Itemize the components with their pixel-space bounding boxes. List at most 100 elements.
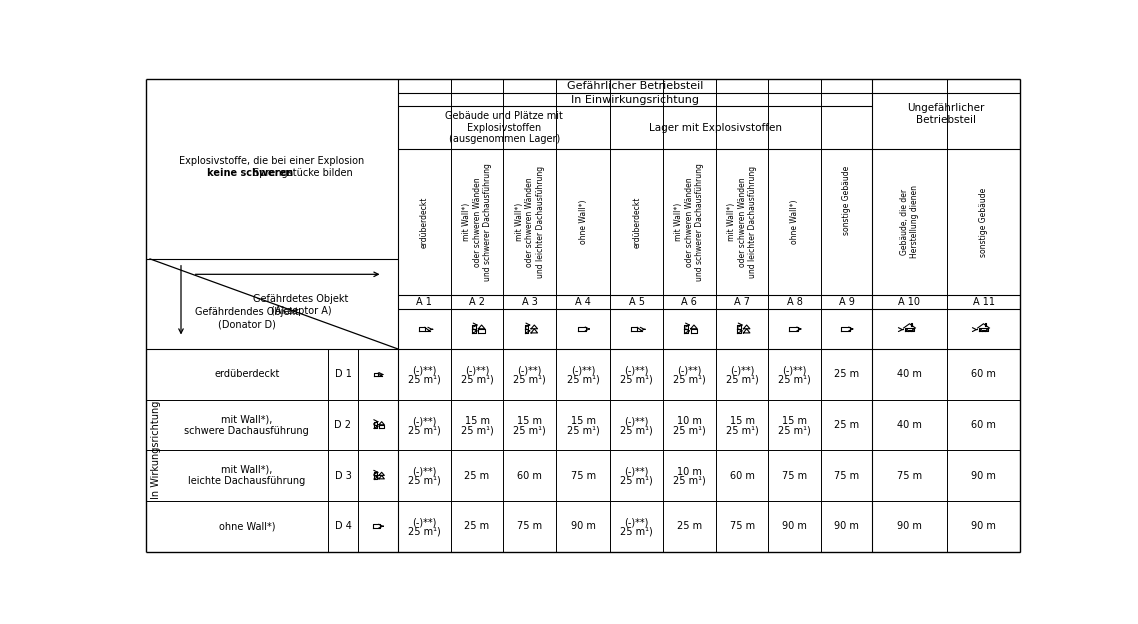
Text: Gebäude, die der
Herstellung dienen: Gebäude, die der Herstellung dienen	[900, 185, 920, 258]
Text: 25 m¹): 25 m¹)	[409, 374, 440, 385]
Text: 60 m: 60 m	[971, 369, 996, 379]
Text: mit Wall*)
oder schweren Wänden
und schwerer Dachausführung: mit Wall*) oder schweren Wänden und schw…	[462, 163, 492, 281]
Text: D 1: D 1	[335, 369, 352, 379]
Text: A 6: A 6	[682, 297, 698, 307]
Text: erdüberdeckt: erdüberdeckt	[633, 197, 641, 248]
Text: 25 m¹): 25 m¹)	[567, 374, 600, 385]
Text: 90 m: 90 m	[782, 521, 807, 531]
Text: 75 m: 75 m	[897, 470, 922, 480]
Text: mit Wall*)
oder schweren Wänden
und leichter Dachausführung: mit Wall*) oder schweren Wänden und leic…	[727, 166, 757, 278]
Text: 90 m: 90 m	[971, 521, 996, 531]
Text: 40 m: 40 m	[897, 420, 922, 430]
Text: (-)**): (-)**)	[783, 366, 807, 376]
Text: 25 m: 25 m	[464, 470, 489, 480]
Text: 10 m: 10 m	[677, 416, 702, 426]
Text: (-)**): (-)**)	[677, 366, 702, 376]
Text: A 11: A 11	[973, 297, 995, 307]
Text: 25 m¹): 25 m¹)	[778, 374, 811, 385]
Text: 60 m: 60 m	[518, 470, 542, 480]
Text: 25 m¹): 25 m¹)	[409, 476, 440, 486]
Text: 90 m: 90 m	[571, 521, 595, 531]
Text: 25 m¹): 25 m¹)	[726, 374, 758, 385]
Text: Gebäude und Plätze mit
Explosivstoffen
(ausgenommen Lager): Gebäude und Plätze mit Explosivstoffen (…	[445, 111, 563, 144]
Text: 40 m: 40 m	[897, 369, 922, 379]
Text: A 7: A 7	[734, 297, 750, 307]
Text: 25 m¹): 25 m¹)	[513, 374, 546, 385]
Text: 75 m: 75 m	[570, 470, 596, 480]
Text: (-)**): (-)**)	[412, 366, 437, 376]
Text: In Wirkungsrichtung: In Wirkungsrichtung	[151, 401, 162, 499]
Text: Lager mit Explosivstoffen: Lager mit Explosivstoffen	[650, 123, 782, 133]
Text: 25 m¹): 25 m¹)	[620, 476, 653, 486]
Text: 75 m: 75 m	[782, 470, 807, 480]
Text: 75 m: 75 m	[729, 521, 754, 531]
Text: 25 m¹): 25 m¹)	[726, 426, 758, 436]
Text: erdüberdeckt: erdüberdeckt	[214, 369, 280, 379]
Text: 25 m¹): 25 m¹)	[673, 426, 706, 436]
Text: mit Wall*)
oder schweren Wänden
und leichter Dachausführung: mit Wall*) oder schweren Wänden und leic…	[514, 166, 545, 278]
Text: Sprengstücke bilden: Sprengstücke bilden	[250, 168, 353, 178]
Text: D 4: D 4	[335, 521, 352, 531]
Text: (-)**): (-)**)	[412, 467, 437, 477]
Text: 25 m¹): 25 m¹)	[778, 426, 811, 436]
Text: (-)**): (-)**)	[571, 366, 595, 376]
Text: keine schweren: keine schweren	[207, 168, 294, 178]
Text: 90 m: 90 m	[834, 521, 859, 531]
Text: 90 m: 90 m	[897, 521, 922, 531]
Text: (-)**): (-)**)	[729, 366, 754, 376]
Text: 15 m: 15 m	[729, 416, 754, 426]
Text: (-)**): (-)**)	[412, 416, 437, 426]
Text: In Einwirkungsrichtung: In Einwirkungsrichtung	[571, 94, 699, 104]
Text: erdüberdeckt: erdüberdeckt	[420, 197, 429, 248]
Text: 25 m: 25 m	[834, 369, 859, 379]
Text: 25 m¹): 25 m¹)	[513, 426, 546, 436]
Text: (-)**): (-)**)	[412, 517, 437, 527]
Text: 25 m: 25 m	[464, 521, 489, 531]
Text: A 2: A 2	[469, 297, 485, 307]
Text: 25 m¹): 25 m¹)	[461, 426, 494, 436]
Text: A 8: A 8	[786, 297, 802, 307]
Text: ohne Wall*): ohne Wall*)	[218, 521, 275, 531]
Text: 25 m: 25 m	[834, 420, 859, 430]
Text: 15 m: 15 m	[518, 416, 542, 426]
Text: sonstige Gebäude: sonstige Gebäude	[842, 166, 851, 235]
Text: A 1: A 1	[417, 297, 432, 307]
Text: 25 m¹): 25 m¹)	[620, 374, 653, 385]
Text: 25 m¹): 25 m¹)	[620, 527, 653, 537]
Text: 25 m¹): 25 m¹)	[673, 374, 706, 385]
Text: mit Wall*),
leichte Dachausführung: mit Wall*), leichte Dachausführung	[188, 465, 305, 486]
Text: 15 m: 15 m	[571, 416, 595, 426]
Text: A 9: A 9	[839, 297, 855, 307]
Text: 25 m¹): 25 m¹)	[673, 476, 706, 486]
Text: 75 m: 75 m	[517, 521, 543, 531]
Text: Ungefährlicher
Betriebsteil: Ungefährlicher Betriebsteil	[908, 103, 986, 125]
Text: 75 m: 75 m	[834, 470, 859, 480]
Text: A 4: A 4	[576, 297, 591, 307]
Text: ohne Wall*): ohne Wall*)	[790, 200, 799, 244]
Text: mit Wall*)
oder schweren Wänden
und schwerer Dachausführung: mit Wall*) oder schweren Wänden und schw…	[675, 163, 704, 281]
Text: Gefährlicher Betriebsteil: Gefährlicher Betriebsteil	[567, 80, 703, 90]
Text: D 3: D 3	[335, 470, 352, 480]
Text: 25 m¹): 25 m¹)	[409, 527, 440, 537]
Text: 25 m¹): 25 m¹)	[461, 374, 494, 385]
Text: sonstige Gebäude: sonstige Gebäude	[979, 187, 988, 256]
Text: D 2: D 2	[335, 420, 352, 430]
Text: 60 m: 60 m	[729, 470, 754, 480]
Text: A 3: A 3	[522, 297, 537, 307]
Text: 25 m¹): 25 m¹)	[409, 426, 440, 436]
Text: mit Wall*),
schwere Dachausführung: mit Wall*), schwere Dachausführung	[184, 414, 310, 436]
Text: ohne Wall*): ohne Wall*)	[579, 200, 587, 244]
Text: (-)**): (-)**)	[625, 366, 649, 376]
Text: 90 m: 90 m	[971, 470, 996, 480]
Text: (-)**): (-)**)	[625, 467, 649, 477]
Text: A 5: A 5	[628, 297, 645, 307]
Text: A 10: A 10	[899, 297, 921, 307]
Text: 15 m: 15 m	[464, 416, 489, 426]
Text: (-)**): (-)**)	[625, 416, 649, 426]
Text: 25 m¹): 25 m¹)	[620, 426, 653, 436]
Text: 60 m: 60 m	[971, 420, 996, 430]
Text: (-)**): (-)**)	[625, 517, 649, 527]
Text: Gefährdendes Objekt
(Donator D): Gefährdendes Objekt (Donator D)	[195, 308, 299, 329]
Text: (-)**): (-)**)	[518, 366, 542, 376]
Text: 25 m¹): 25 m¹)	[567, 426, 600, 436]
